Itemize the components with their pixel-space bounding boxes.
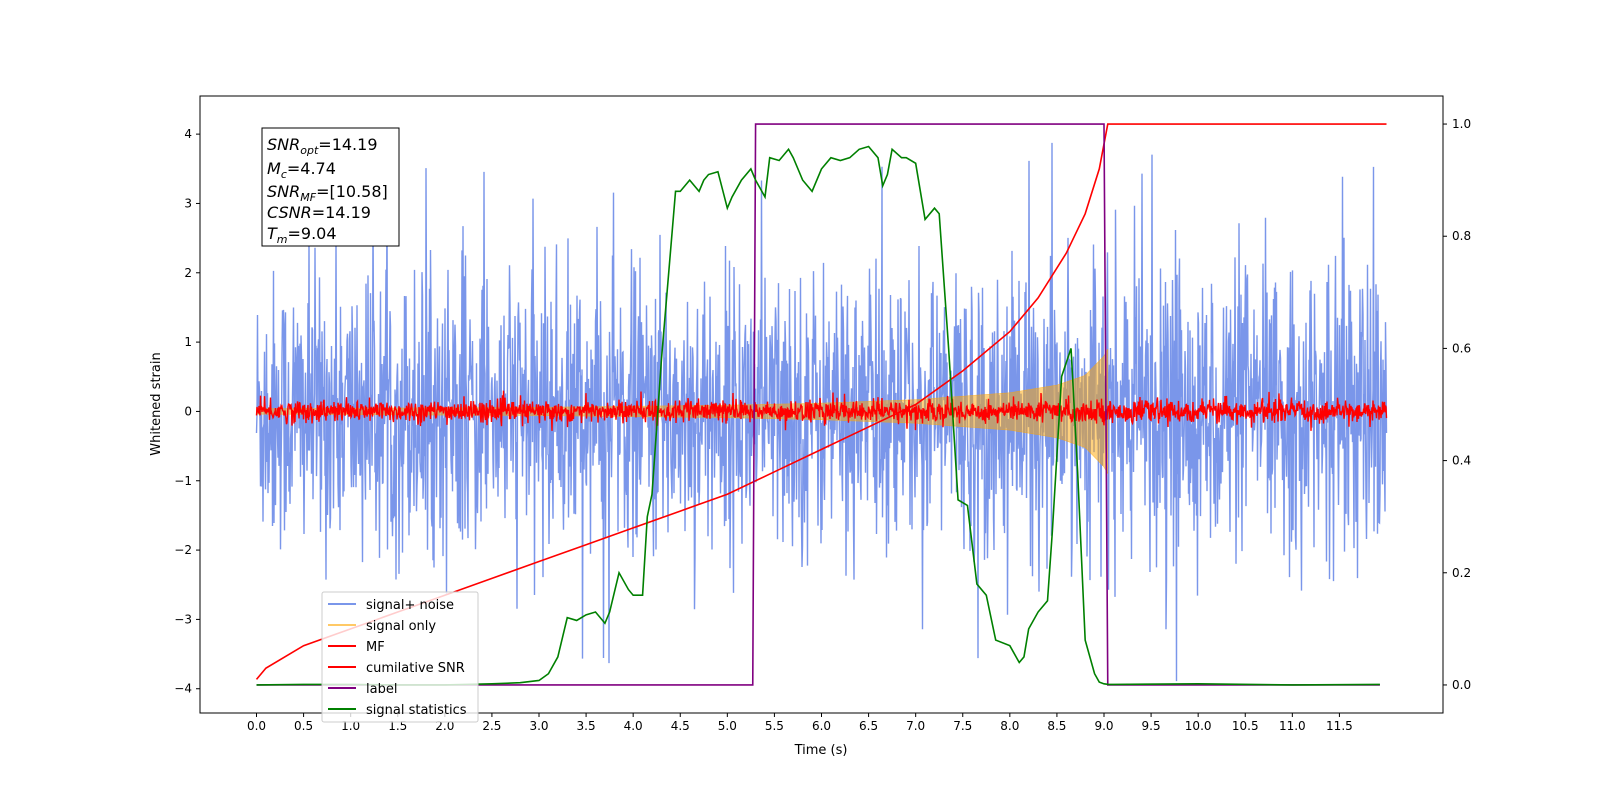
y2-tick-label: 0.0 <box>1452 678 1471 692</box>
x-tick-label: 7.5 <box>953 719 972 733</box>
x-tick-label: 8.0 <box>1000 719 1019 733</box>
series-mf <box>255 390 1388 431</box>
x-tick-label: 5.5 <box>765 719 784 733</box>
axes: 0.0 0.5 1.0 1.5 2.0 2.5 3.0 3.5 4.0 4.5 5.0 5.5 6.0 6… <box>174 117 1471 733</box>
legend-entry-signal-statistics: signal statistics <box>328 703 467 718</box>
y2-tick-label: 0.2 <box>1452 566 1471 580</box>
annotation-snr-opt: SNRopt=14.19 <box>267 135 378 157</box>
legend: signal+ noise signal only MF cumilative … <box>321 591 479 723</box>
series-signal-noise <box>255 142 1388 682</box>
legend-entry-mf: MF <box>328 640 385 655</box>
x-axis-label: Time (s) <box>794 743 848 758</box>
y2-tick-label: 0.8 <box>1452 229 1471 243</box>
series-signal-statistics <box>256 145 1380 686</box>
legend-entry-signal-noise: signal+ noise <box>328 598 454 613</box>
legend-label-signal-noise: signal+ noise <box>366 598 454 613</box>
x-tick-label: 11.5 <box>1326 719 1353 733</box>
y-axis-label: Whitened strain <box>149 352 164 455</box>
y-tick-label: −2 <box>174 543 192 557</box>
x-tick-label: 7.0 <box>906 719 925 733</box>
legend-label-signal-statistics: signal statistics <box>366 703 467 718</box>
annotation-box: SNRopt=14.19 Mc=4.74 SNRMF=[10.58] CSNR=… <box>261 127 400 247</box>
legend-label-mf: MF <box>366 640 385 655</box>
annotation-tm: Tm=9.04 <box>267 224 337 246</box>
legend-entry-label: label <box>328 682 397 697</box>
x-tick-label: 4.0 <box>624 719 643 733</box>
x-tick-label: 0.5 <box>294 719 313 733</box>
x-tick-label: 3.0 <box>529 719 548 733</box>
series-label <box>256 123 1380 686</box>
y-tick-label: 3 <box>184 196 192 210</box>
x-tick-label: 2.5 <box>482 719 501 733</box>
x-tick-label: 0.0 <box>247 719 266 733</box>
x-tick-label: 10.0 <box>1185 719 1212 733</box>
x-tick-label: 6.5 <box>859 719 878 733</box>
x-tick-label: 6.0 <box>812 719 831 733</box>
legend-entry-signal-only: signal only <box>328 619 436 634</box>
x-tick-label: 11.0 <box>1279 719 1306 733</box>
legend-frame <box>321 591 479 723</box>
y-tick-label: −4 <box>174 682 192 696</box>
legend-label-cumulative-snr: cumilative SNR <box>366 661 465 676</box>
x-tick-label: 4.5 <box>671 719 690 733</box>
plot-area <box>255 123 1388 686</box>
legend-label-label: label <box>366 682 397 697</box>
y2-tick-label: 1.0 <box>1452 117 1471 131</box>
y-tick-label: 2 <box>184 266 192 280</box>
y-tick-label: 1 <box>184 335 192 349</box>
annotation-csnr: CSNR=14.19 <box>267 203 371 222</box>
annotation-mc: Mc=4.74 <box>267 159 336 181</box>
x-tick-label: 9.0 <box>1094 719 1113 733</box>
x-tick-label: 5.0 <box>718 719 737 733</box>
x-tick-label: 3.5 <box>577 719 596 733</box>
y2-tick-label: 0.6 <box>1452 341 1471 355</box>
legend-label-signal-only: signal only <box>366 619 436 634</box>
y2-tick-label: 0.4 <box>1452 454 1471 468</box>
x-tick-label: 9.5 <box>1142 719 1161 733</box>
y-tick-label: 0 <box>184 404 192 418</box>
y-tick-label: −3 <box>174 612 192 626</box>
legend-entry-cumulative-snr: cumilative SNR <box>328 661 465 676</box>
x-tick-label: 8.5 <box>1047 719 1066 733</box>
annotation-snr-mf: SNRMF=[10.58] <box>267 182 388 204</box>
x-tick-label: 10.5 <box>1232 719 1259 733</box>
y-tick-label: −1 <box>174 474 192 488</box>
y-tick-label: 4 <box>184 127 192 141</box>
